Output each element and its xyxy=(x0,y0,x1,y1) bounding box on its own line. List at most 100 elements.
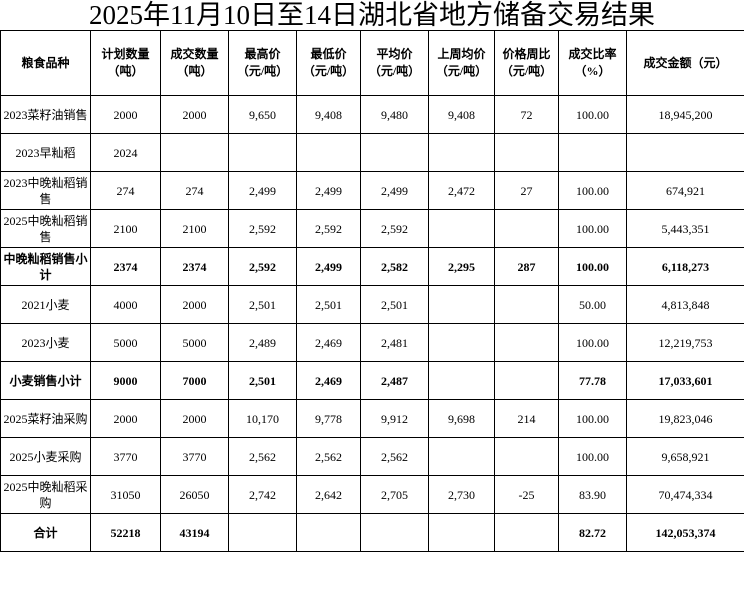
value-cell: 2,592 xyxy=(296,209,361,248)
value-cell: 82.72 xyxy=(558,513,627,552)
trade-results-table: 粮食品种 计划数量 （吨） 成交数量 （吨） 最高价 （元/吨） 最低价 （元/吨） 平均价 （元/… xyxy=(0,30,744,552)
value-cell: 9,408 xyxy=(428,95,495,134)
column-header-7: 价格周比 （元/吨） xyxy=(494,30,559,96)
value-cell xyxy=(494,209,559,248)
value-cell: 5,443,351 xyxy=(626,209,744,248)
row-label: 2023菜籽油销售 xyxy=(0,95,91,134)
header-row: 粮食品种 计划数量 （吨） 成交数量 （吨） 最高价 （元/吨） 最低价 （元/吨） 平均价 （元/… xyxy=(0,30,744,96)
value-cell: 2100 xyxy=(90,209,161,248)
column-header-6: 上周均价 （元/吨） xyxy=(428,30,495,96)
value-cell: 2000 xyxy=(90,95,161,134)
value-cell: 9,778 xyxy=(296,399,361,438)
value-cell: 2,487 xyxy=(360,361,429,400)
row-label: 2025小麦采购 xyxy=(0,437,91,476)
value-cell: 100.00 xyxy=(558,209,627,248)
value-cell xyxy=(296,133,361,172)
value-cell: 9,658,921 xyxy=(626,437,744,476)
value-cell: 77.78 xyxy=(558,361,627,400)
value-cell: 2,489 xyxy=(228,323,297,362)
value-cell xyxy=(428,437,495,476)
value-cell xyxy=(228,513,297,552)
value-cell: 7000 xyxy=(160,361,229,400)
row-label: 中晚籼稻销售小计 xyxy=(0,247,91,286)
value-cell: 2,730 xyxy=(428,475,495,514)
value-cell: 142,053,374 xyxy=(626,513,744,552)
value-cell: 2,499 xyxy=(360,171,429,210)
value-cell: 9,650 xyxy=(228,95,297,134)
value-cell: 9,912 xyxy=(360,399,429,438)
value-cell: 9,698 xyxy=(428,399,495,438)
column-header-0: 粮食品种 xyxy=(0,30,91,96)
value-cell xyxy=(558,133,627,172)
value-cell: 9000 xyxy=(90,361,161,400)
column-header-1: 计划数量 （吨） xyxy=(90,30,161,96)
table-row: 2023小麦 5000 5000 2,489 2,469 2,481 100.00 12,21… xyxy=(0,323,744,362)
value-cell xyxy=(428,285,495,324)
value-cell: 3770 xyxy=(90,437,161,476)
value-cell xyxy=(494,361,559,400)
value-cell xyxy=(428,323,495,362)
value-cell: 2024 xyxy=(90,133,161,172)
row-label: 2023中晚籼稻销售 xyxy=(0,171,91,210)
value-cell xyxy=(428,513,495,552)
value-cell xyxy=(160,133,229,172)
value-cell xyxy=(360,513,429,552)
value-cell xyxy=(360,133,429,172)
value-cell: 2,742 xyxy=(228,475,297,514)
table-body: 2023菜籽油销售 2000 2000 9,650 9,408 9,480 9,408 72 1… xyxy=(0,95,744,552)
value-cell: 2,582 xyxy=(360,247,429,286)
value-cell: 2000 xyxy=(90,399,161,438)
value-cell: 2,642 xyxy=(296,475,361,514)
value-cell: 83.90 xyxy=(558,475,627,514)
value-cell: 26050 xyxy=(160,475,229,514)
value-cell xyxy=(494,285,559,324)
table-row: 2023菜籽油销售 2000 2000 9,650 9,408 9,480 9,408 72 1… xyxy=(0,95,744,134)
table-row: 2023中晚籼稻销售 274 274 2,499 2,499 2,499 2,472 27 10… xyxy=(0,171,744,210)
value-cell: 2,499 xyxy=(296,171,361,210)
value-cell: 100.00 xyxy=(558,171,627,210)
value-cell: 2,469 xyxy=(296,361,361,400)
value-cell: 2100 xyxy=(160,209,229,248)
row-label: 2025菜籽油采购 xyxy=(0,399,91,438)
value-cell: 2374 xyxy=(160,247,229,286)
value-cell: 2,562 xyxy=(228,437,297,476)
table-row: 2023早籼稻 2024 xyxy=(0,133,744,172)
value-cell xyxy=(494,513,559,552)
row-label: 2023小麦 xyxy=(0,323,91,362)
value-cell: 3770 xyxy=(160,437,229,476)
value-cell: 9,480 xyxy=(360,95,429,134)
page: 2025年11月10日至14日湖北省地方储备交易结果 粮食品种 计划数量 （吨） 成交… xyxy=(0,0,744,552)
value-cell: 674,921 xyxy=(626,171,744,210)
value-cell: 100.00 xyxy=(558,437,627,476)
value-cell xyxy=(494,437,559,476)
value-cell: 2000 xyxy=(160,399,229,438)
value-cell: -25 xyxy=(494,475,559,514)
row-label: 2023早籼稻 xyxy=(0,133,91,172)
value-cell xyxy=(296,513,361,552)
column-header-5: 平均价 （元/吨） xyxy=(360,30,429,96)
value-cell: 274 xyxy=(160,171,229,210)
value-cell: 17,033,601 xyxy=(626,361,744,400)
value-cell: 2,501 xyxy=(360,285,429,324)
value-cell xyxy=(626,133,744,172)
value-cell xyxy=(494,323,559,362)
row-label: 2025中晚籼稻采购 xyxy=(0,475,91,514)
page-title: 2025年11月10日至14日湖北省地方储备交易结果 xyxy=(89,0,655,30)
row-label: 2021小麦 xyxy=(0,285,91,324)
value-cell: 9,408 xyxy=(296,95,361,134)
value-cell: 2,499 xyxy=(296,247,361,286)
value-cell: 70,474,334 xyxy=(626,475,744,514)
table-row: 中晚籼稻销售小计 2374 2374 2,592 2,499 2,582 2,295 287 1… xyxy=(0,247,744,286)
value-cell: 10,170 xyxy=(228,399,297,438)
column-header-3: 最高价 （元/吨） xyxy=(228,30,297,96)
value-cell: 27 xyxy=(494,171,559,210)
value-cell: 100.00 xyxy=(558,247,627,286)
row-label: 2025中晚籼稻销售 xyxy=(0,209,91,248)
value-cell: 2,592 xyxy=(228,209,297,248)
value-cell: 5000 xyxy=(90,323,161,362)
value-cell: 5000 xyxy=(160,323,229,362)
value-cell: 2,562 xyxy=(360,437,429,476)
value-cell: 43194 xyxy=(160,513,229,552)
value-cell: 2,592 xyxy=(228,247,297,286)
value-cell: 2374 xyxy=(90,247,161,286)
